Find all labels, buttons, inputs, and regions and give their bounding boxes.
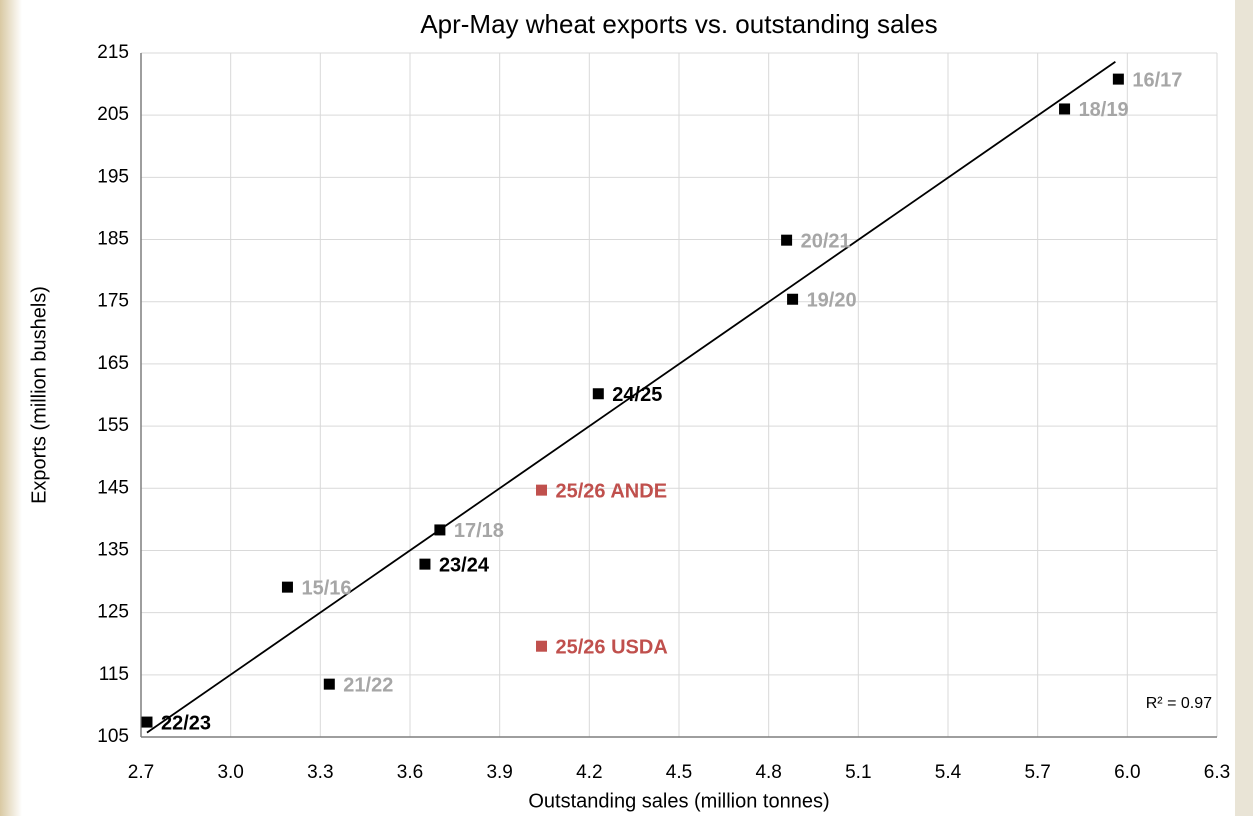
point-label: 16/17 [1132, 69, 1182, 91]
y-tick-label: 205 [97, 104, 129, 125]
point-label: 17/18 [454, 520, 504, 542]
y-tick-label: 105 [97, 726, 129, 747]
y-tick-label: 175 [97, 291, 129, 312]
point-label: 19/20 [807, 290, 857, 312]
x-tick-label: 5.7 [1024, 762, 1050, 783]
point-label: 22/23 [161, 712, 211, 734]
x-tick-label: 6.3 [1204, 762, 1230, 783]
point-label: 23/24 [439, 554, 490, 576]
x-tick-label: 3.9 [486, 762, 512, 783]
marker [536, 484, 548, 496]
point-label: 25/26 ANDE [556, 480, 668, 502]
y-tick-label: 145 [97, 477, 129, 498]
point-label: 24/25 [612, 384, 662, 406]
marker [323, 678, 335, 690]
trendline [146, 60, 1116, 734]
point-label: 25/26 USDA [556, 636, 668, 658]
y-tick-label: 195 [97, 166, 129, 187]
y-tick-label: 185 [97, 229, 129, 250]
y-axis-title: Exports (million bushels) [28, 286, 50, 504]
background-strip [0, 0, 22, 816]
marker [141, 716, 153, 728]
x-tick-label: 6.0 [1114, 762, 1140, 783]
point-label: 20/21 [801, 230, 851, 252]
x-tick-label: 4.2 [576, 762, 602, 783]
x-tick-label: 3.0 [217, 762, 243, 783]
x-tick-label: 5.4 [935, 762, 962, 783]
marker [1059, 103, 1071, 115]
background-strip [1235, 0, 1253, 816]
point-label: 15/16 [301, 577, 351, 599]
marker [281, 581, 293, 593]
x-tick-label: 4.5 [666, 762, 692, 783]
x-tick-label: 2.7 [128, 762, 154, 783]
point-label: 21/22 [343, 674, 393, 696]
marker [787, 293, 799, 305]
marker [434, 524, 446, 536]
y-tick-label: 165 [97, 353, 129, 374]
y-tick-label: 135 [97, 539, 129, 560]
y-tick-label: 215 [97, 42, 129, 63]
x-axis-title: Outstanding sales (million tonnes) [528, 790, 829, 812]
marker [781, 234, 793, 246]
y-tick-label: 125 [97, 602, 129, 623]
x-tick-label: 3.3 [307, 762, 333, 783]
y-tick-label: 115 [99, 664, 129, 685]
x-tick-label: 5.1 [845, 762, 871, 783]
chart-title: Apr-May wheat exports vs. outstanding sa… [420, 9, 937, 39]
x-tick-label: 4.8 [755, 762, 781, 783]
x-tick-label: 3.6 [397, 762, 423, 783]
marker [536, 640, 548, 652]
annotation: R² = 0.97 [1146, 695, 1212, 712]
point-label: 18/19 [1079, 99, 1129, 121]
y-tick-label: 155 [97, 415, 129, 436]
marker [1112, 73, 1124, 85]
marker [592, 388, 604, 400]
marker [419, 558, 431, 570]
